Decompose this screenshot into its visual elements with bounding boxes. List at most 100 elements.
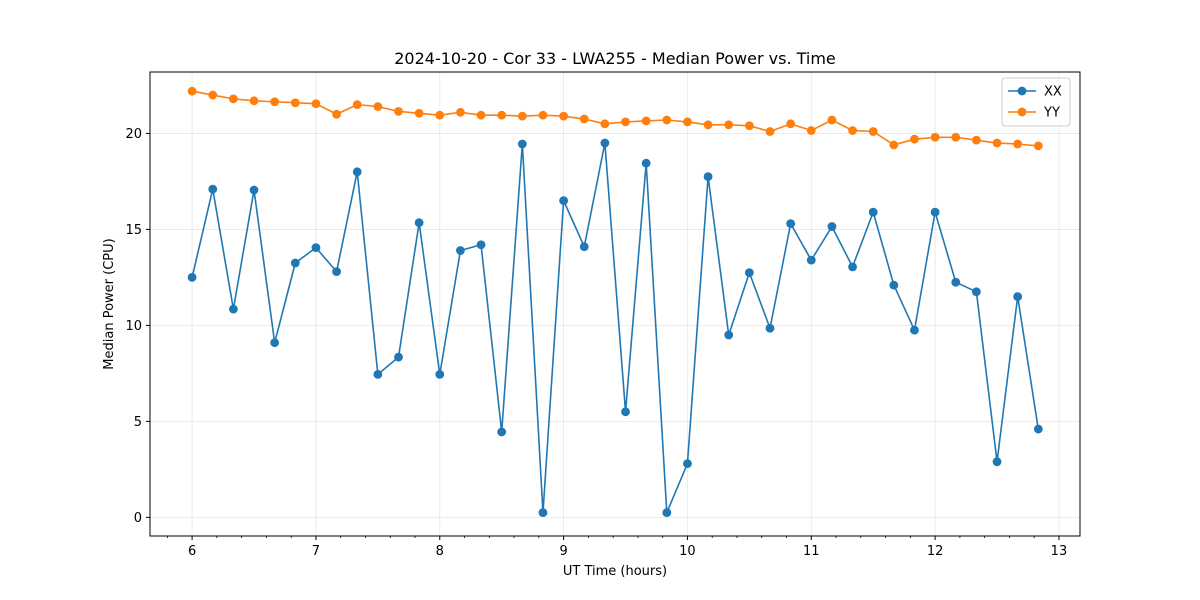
data-point-yy bbox=[621, 117, 630, 127]
data-point-xx bbox=[868, 207, 878, 217]
series-group bbox=[187, 86, 1043, 517]
legend: XX YY bbox=[1001, 77, 1071, 127]
data-point-xx bbox=[930, 207, 940, 217]
data-point-xx bbox=[435, 369, 445, 379]
data-point-xx bbox=[641, 158, 651, 168]
data-point-yy bbox=[806, 126, 816, 135]
y-tick-label: 5 bbox=[134, 415, 142, 430]
data-point-xx bbox=[394, 352, 403, 362]
data-point-xx bbox=[414, 218, 424, 228]
data-point-yy bbox=[208, 90, 218, 100]
data-point-xx bbox=[352, 167, 362, 177]
data-point-xx bbox=[249, 185, 259, 195]
data-point-xx bbox=[373, 369, 383, 379]
data-point-yy bbox=[187, 86, 197, 96]
x-tick-label: 13 bbox=[1051, 544, 1068, 559]
legend-item-xx: XX bbox=[1008, 85, 1062, 100]
plot-frame bbox=[149, 71, 1081, 537]
data-point-yy bbox=[910, 134, 919, 144]
data-point-yy bbox=[951, 132, 961, 142]
data-point-yy bbox=[683, 117, 692, 127]
data-point-yy bbox=[517, 111, 527, 121]
data-point-yy bbox=[662, 115, 672, 125]
legend-item-yy: YY bbox=[1008, 106, 1060, 121]
legend-marker-xx bbox=[1017, 86, 1027, 96]
data-point-xx bbox=[662, 508, 672, 517]
data-point-yy bbox=[703, 120, 713, 130]
data-point-xx bbox=[579, 242, 589, 252]
data-point-xx bbox=[951, 277, 961, 287]
data-point-xx bbox=[1013, 292, 1023, 302]
x-tick-label: 11 bbox=[803, 544, 820, 559]
data-point-xx bbox=[497, 427, 507, 437]
data-point-xx bbox=[683, 459, 692, 469]
data-point-yy bbox=[559, 111, 569, 121]
data-point-xx bbox=[517, 139, 527, 149]
data-point-xx bbox=[600, 138, 610, 148]
data-point-xx bbox=[270, 338, 280, 348]
data-point-yy bbox=[538, 110, 548, 120]
x-tick-label: 9 bbox=[559, 544, 567, 559]
x-tick-label: 10 bbox=[679, 544, 696, 559]
data-point-xx bbox=[187, 273, 197, 282]
data-point-yy bbox=[414, 108, 424, 118]
data-point-yy bbox=[456, 107, 465, 117]
data-point-xx bbox=[806, 255, 816, 265]
x-tick-label: 8 bbox=[436, 544, 444, 559]
data-point-xx bbox=[744, 268, 754, 278]
data-point-xx bbox=[538, 508, 548, 517]
y-tick-label: 20 bbox=[125, 127, 142, 142]
data-point-xx bbox=[724, 330, 734, 340]
data-point-xx bbox=[456, 246, 465, 255]
x-tick-label: 12 bbox=[927, 544, 944, 559]
data-point-yy bbox=[228, 94, 238, 104]
data-point-xx bbox=[228, 304, 238, 314]
data-point-yy bbox=[848, 126, 857, 135]
data-point-yy bbox=[992, 138, 1002, 148]
data-point-xx bbox=[703, 172, 713, 182]
data-point-xx bbox=[827, 222, 837, 231]
data-point-xx bbox=[208, 184, 218, 194]
data-point-xx bbox=[889, 280, 899, 290]
data-point-xx bbox=[848, 262, 857, 272]
y-tick-label: 10 bbox=[125, 319, 142, 334]
data-point-yy bbox=[579, 114, 589, 124]
x-axis-label: UT Time (hours) bbox=[563, 564, 667, 579]
x-tick-label: 7 bbox=[312, 544, 320, 559]
chart-title: 2024-10-20 - Cor 33 - LWA255 - Median Po… bbox=[394, 49, 836, 68]
data-point-yy bbox=[352, 100, 362, 110]
data-point-yy bbox=[868, 127, 878, 136]
data-point-xx bbox=[311, 243, 321, 253]
data-point-yy bbox=[249, 96, 259, 106]
data-point-xx bbox=[290, 258, 300, 268]
data-point-yy bbox=[744, 121, 754, 131]
data-point-yy bbox=[600, 119, 610, 129]
data-point-xx bbox=[621, 407, 630, 417]
data-point-yy bbox=[311, 99, 321, 109]
data-point-yy bbox=[332, 109, 341, 119]
data-point-yy bbox=[827, 115, 837, 125]
y-tick-label: 15 bbox=[125, 223, 142, 238]
data-point-yy bbox=[497, 110, 507, 120]
data-point-xx bbox=[476, 240, 486, 250]
data-point-yy bbox=[641, 116, 651, 126]
plot-area bbox=[150, 72, 1080, 536]
data-point-yy bbox=[930, 132, 940, 142]
data-point-xx bbox=[1033, 424, 1043, 434]
legend-label-yy: YY bbox=[1043, 106, 1060, 121]
data-point-xx bbox=[971, 287, 981, 297]
data-point-xx bbox=[992, 457, 1002, 467]
axes: 6 7 8 9 10 11 12 13 0 5 10 15 20 bbox=[125, 127, 1067, 559]
y-axis-label: Median Power (CPU) bbox=[102, 238, 117, 369]
data-point-yy bbox=[476, 110, 486, 120]
data-point-xx bbox=[786, 219, 796, 229]
data-point-yy bbox=[786, 119, 796, 129]
data-point-yy bbox=[394, 106, 403, 116]
data-point-yy bbox=[724, 120, 734, 130]
legend-marker-yy bbox=[1017, 107, 1027, 117]
data-point-yy bbox=[971, 135, 981, 145]
legend-label-xx: XX bbox=[1044, 85, 1062, 100]
x-tick-label: 6 bbox=[188, 544, 196, 559]
series-xx bbox=[187, 138, 1043, 517]
